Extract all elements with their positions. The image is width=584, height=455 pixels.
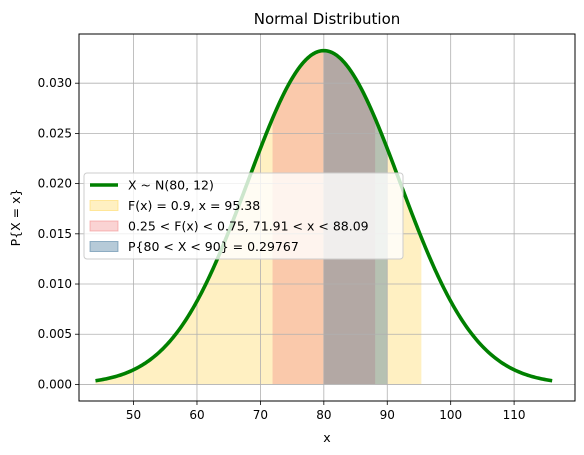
y-axis-ticks: 0.000 0.005 0.010 0.015 0.020 0.025 0.030 (38, 76, 79, 391)
legend: X ~ N(80, 12) F(x) = 0.9, x = 95.38 0.25 <… (83, 172, 404, 260)
x-tick-label-90: 90 (380, 408, 395, 422)
legend-swatch-1 (89, 200, 119, 211)
chart-title: Normal Distribution (254, 10, 401, 28)
legend-label-1: F(x) = 0.9, x = 95.38 (128, 198, 260, 213)
pdf-curve (95, 48, 553, 383)
legend-box (83, 172, 404, 260)
y-tick-label-0.025: 0.025 (38, 126, 72, 140)
x-tick-label-110: 110 (503, 408, 526, 422)
x-axis-ticks: 50 60 70 80 90 100 110 (126, 401, 526, 422)
y-tick-label-0.005: 0.005 (38, 327, 72, 341)
y-tick-label-0.015: 0.015 (38, 227, 72, 241)
legend-swatch-3 (89, 241, 119, 252)
plot-frame (78, 33, 576, 402)
x-tick-label-100: 100 (439, 408, 462, 422)
legend-label-0: X ~ N(80, 12) (128, 178, 214, 193)
y-tick-label-0.010: 0.010 (38, 277, 72, 291)
y-tick-label-0.030: 0.030 (38, 76, 72, 90)
x-tick-label-60: 60 (189, 408, 204, 422)
pdf-curve-group (95, 48, 553, 383)
legend-label-3: P{80 < X < 90} = 0.29767 (128, 239, 299, 254)
y-tick-label-0.000: 0.000 (38, 377, 72, 391)
x-tick-label-70: 70 (253, 408, 268, 422)
legend-label-2: 0.25 < F(x) < 0.75, 71.91 < x < 88.09 (128, 219, 369, 234)
x-axis-label: x (323, 430, 330, 445)
y-axis-label: P{X = x} (8, 189, 23, 247)
y-tick-label-0.020: 0.020 (38, 177, 72, 191)
legend-swatch-2 (89, 220, 119, 232)
x-tick-label-50: 50 (126, 408, 141, 422)
x-tick-label-80: 80 (316, 408, 331, 422)
